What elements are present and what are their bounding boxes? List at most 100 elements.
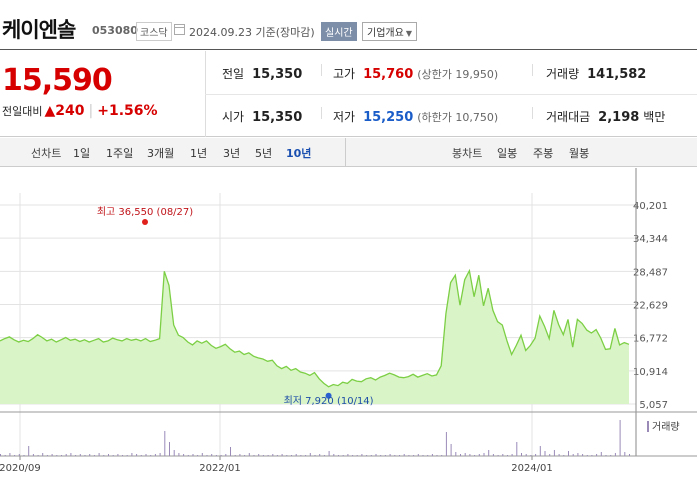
volume-bar — [267, 455, 269, 456]
volume-bar — [258, 454, 260, 456]
volume-bar — [28, 446, 30, 456]
period-3m[interactable]: 3개월 — [147, 147, 175, 160]
volume-bar — [460, 454, 461, 456]
volume-bar — [427, 455, 429, 456]
volume-bar — [234, 455, 236, 456]
volume-bar — [201, 453, 203, 456]
high-price: 고가 15,760 (상한가 19,950) — [333, 65, 498, 82]
volume-bar — [492, 454, 494, 456]
volume-bar — [549, 454, 551, 456]
divider — [345, 138, 346, 167]
volume-bar — [394, 455, 396, 456]
volume-bar — [370, 455, 372, 456]
volume-bar — [244, 455, 246, 456]
volume-bar — [568, 451, 569, 456]
candle-monthly[interactable]: 월봉 — [569, 147, 590, 160]
open-price: 시가 15,350 — [222, 108, 302, 125]
calendar-icon — [174, 24, 185, 35]
min-price-point — [325, 392, 332, 399]
volume-bar — [187, 455, 189, 456]
volume-bar — [309, 453, 311, 456]
volume-bar — [75, 455, 77, 456]
quote-date: 2024.09.23 기준(장마감) — [189, 26, 315, 39]
volume-bar — [61, 455, 62, 456]
volume-bar — [455, 452, 457, 456]
volume-bar — [558, 454, 560, 456]
x-tick-label: 2024/01 — [511, 463, 553, 474]
volume-bar — [375, 454, 377, 456]
volume-bar — [497, 455, 499, 456]
volume-bar — [276, 455, 278, 456]
volume-bar — [563, 455, 565, 456]
change-percent: +1.56% — [97, 103, 158, 119]
volume-bar — [342, 455, 344, 456]
volume-bar — [84, 455, 86, 456]
volume-bar — [291, 455, 292, 456]
chevron-down-icon: ▼ — [405, 29, 412, 38]
realtime-button[interactable]: 실시간 — [321, 22, 357, 41]
volume-bar — [164, 431, 166, 456]
volume-bar — [103, 455, 105, 456]
x-tick-label: 2020/09 — [0, 463, 41, 474]
y-tick-label: 16,772 — [633, 334, 668, 345]
volume-bar — [445, 432, 447, 456]
volume-bar — [117, 454, 119, 456]
lower-limit: (하한가 10,750) — [417, 111, 499, 124]
divider — [205, 94, 697, 95]
period-10y[interactable]: 10년 — [286, 147, 312, 160]
volume-bar — [605, 455, 607, 456]
volume-bar — [530, 455, 532, 456]
volume-bar — [46, 455, 48, 456]
company-info-dropdown[interactable]: 기업개요 ▼ — [362, 22, 417, 41]
volume-bar — [619, 420, 621, 456]
volume-bar — [338, 455, 339, 456]
price-chart[interactable]: 40,201 34,344 28,487 22,629 16,772 10,914 5,05… — [0, 168, 697, 487]
volume-bar — [70, 453, 72, 456]
volume-bar — [140, 455, 142, 456]
period-3y[interactable]: 3년 — [223, 147, 241, 160]
volume-bar — [192, 454, 194, 456]
period-1y[interactable]: 1년 — [190, 147, 208, 160]
y-tick-label: 10,914 — [633, 367, 668, 378]
candle-daily[interactable]: 일봉 — [497, 147, 518, 160]
volume-bar — [441, 455, 443, 456]
volume-bar — [366, 455, 368, 456]
volume-bar — [521, 453, 522, 456]
volume-bar — [553, 450, 555, 456]
volume-bar — [18, 454, 20, 456]
volume-bar — [511, 454, 513, 456]
upper-limit: (상한가 19,950) — [417, 68, 499, 81]
volume-bar — [600, 452, 602, 456]
company-name: 케이엔솔 — [2, 18, 76, 42]
divider — [532, 107, 533, 119]
volume-bar — [239, 454, 241, 456]
volume-bar — [108, 454, 109, 456]
volume-bar — [79, 454, 81, 456]
volume-bar — [436, 455, 438, 456]
open-value: 15,350 — [252, 110, 303, 125]
volume-bar — [126, 455, 128, 456]
candle-weekly[interactable]: 주봉 — [533, 147, 554, 160]
volume-bar — [408, 455, 410, 456]
candle-chart-label: 봉차트 — [452, 147, 483, 160]
volume-bar — [89, 454, 91, 456]
volume-bar — [145, 454, 147, 456]
low-label: 저가 — [333, 110, 356, 124]
min-price-annotation: 최저 7,920 (10/14) — [284, 395, 374, 407]
volume-bar — [614, 453, 616, 456]
trade-amount: 거래대금 2,198 백만 — [546, 108, 665, 125]
volume-bar — [112, 455, 114, 456]
period-1d[interactable]: 1일 — [73, 147, 91, 160]
volume-bar — [32, 454, 34, 456]
period-1w[interactable]: 1주일 — [106, 147, 134, 160]
period-5y[interactable]: 5년 — [255, 147, 273, 160]
volume-bar — [582, 454, 584, 456]
trade-amount-label: 거래대금 — [546, 110, 591, 124]
volume-bar — [211, 454, 213, 456]
company-info-label: 기업개요 — [367, 28, 404, 39]
high-label: 고가 — [333, 67, 356, 81]
high-value: 15,760 — [363, 67, 414, 82]
stock-code: 053080 — [92, 24, 138, 37]
volume-bar — [403, 454, 405, 456]
